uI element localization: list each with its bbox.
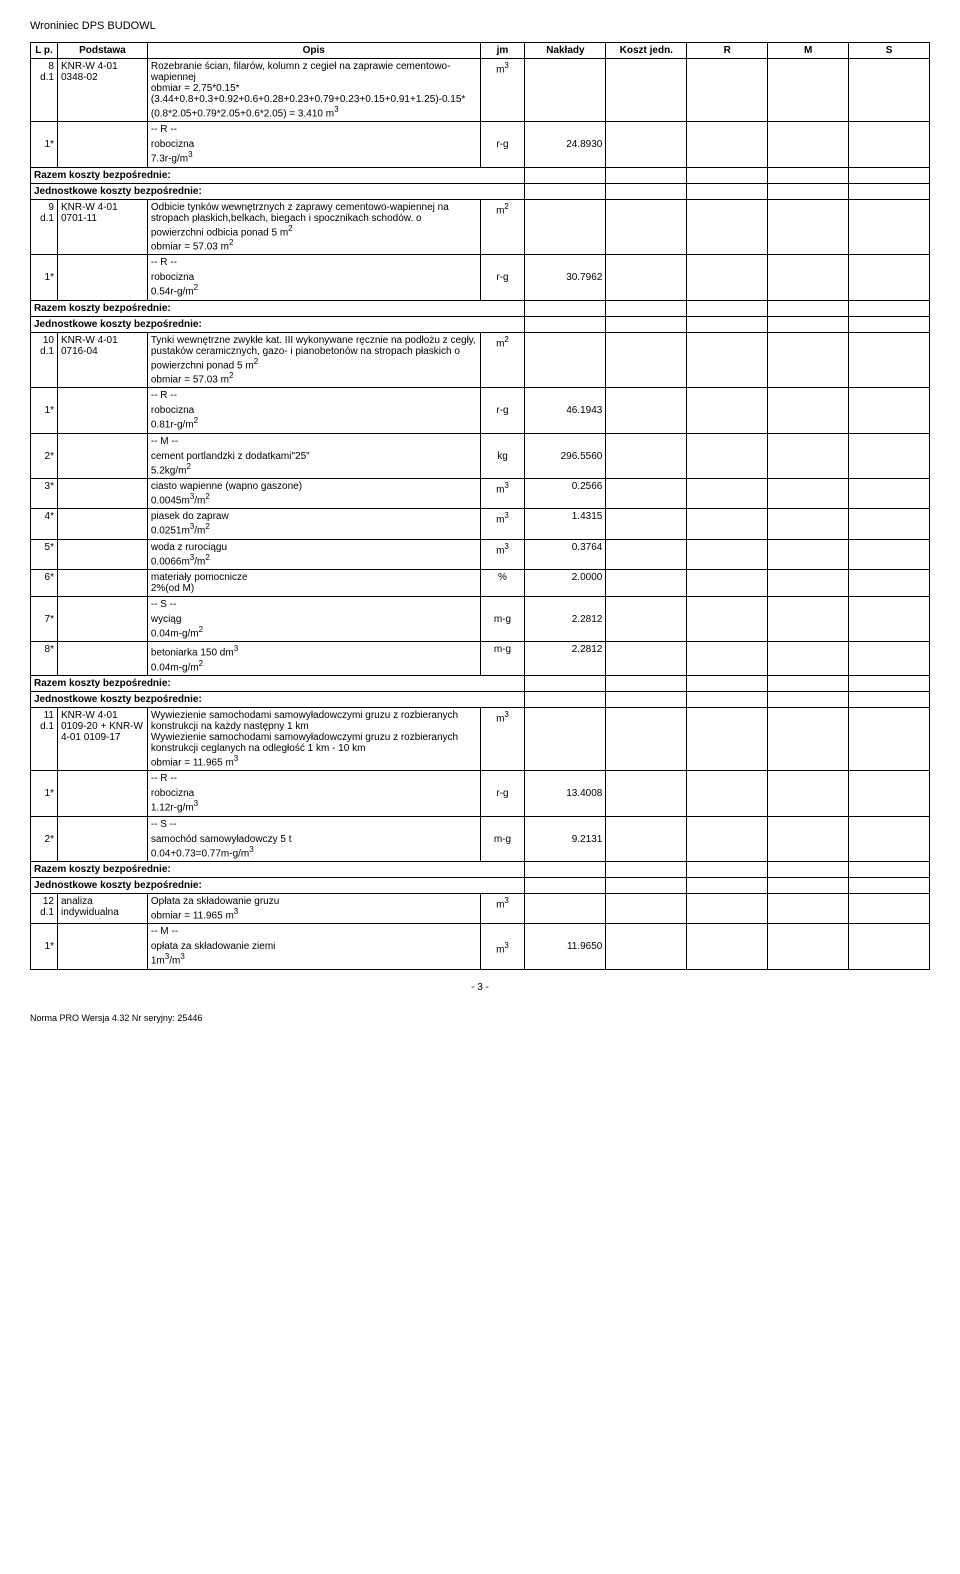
table-row: 1*robocizna7.3r-g/m3r-g24.8930 [31, 137, 930, 167]
table-row: 1*robocizna0.54r-g/m2r-g30.7962 [31, 270, 930, 300]
document-header: Wroniniec DPS BUDOWL [30, 20, 930, 32]
table-row: 10 d.1KNR-W 4-01 0716-04Tynki wewnętrzne… [31, 332, 930, 388]
table-row: 1*opłata za składowanie ziemi1m3/m3m311.… [31, 939, 930, 969]
summary-row: Jednostkowe koszty bezpośrednie: [31, 183, 930, 199]
table-row: 6*materiały pomocnicze2%(od M)%2.0000 [31, 569, 930, 596]
summary-row: Razem koszty bezpośrednie: [31, 167, 930, 183]
col-r: R [687, 43, 768, 59]
marker-row: -- R -- [31, 388, 930, 404]
table-row: 9 d.1KNR-W 4-01 0701-11Odbicie tynków we… [31, 199, 930, 255]
marker-row: -- R -- [31, 255, 930, 271]
table-body: 8 d.1KNR-W 4-01 0348-02Rozebranie ścian,… [31, 59, 930, 970]
col-koszt: Koszt jedn. [606, 43, 687, 59]
table-row: 2*cement portlandzki z dodatkami"25"5.2k… [31, 449, 930, 479]
marker-row: -- S -- [31, 596, 930, 612]
table-header-row: L p. Podstawa Opis jm Nakłady Koszt jedn… [31, 43, 930, 59]
table-row: 8 d.1KNR-W 4-01 0348-02Rozebranie ścian,… [31, 59, 930, 122]
marker-row: -- R -- [31, 771, 930, 787]
summary-row: Razem koszty bezpośrednie: [31, 861, 930, 877]
marker-row: -- M -- [31, 924, 930, 940]
table-row: 5*woda z rurociągu0.0066m3/m2m30.3764 [31, 539, 930, 569]
summary-row: Jednostkowe koszty bezpośrednie: [31, 691, 930, 707]
table-row: 1*robocizna0.81r-g/m2r-g46.1943 [31, 403, 930, 433]
col-opis: Opis [147, 43, 480, 59]
summary-row: Jednostkowe koszty bezpośrednie: [31, 316, 930, 332]
table-row: 12 d.1analiza indywidualnaOpłata za skła… [31, 893, 930, 923]
table-row: 7*wyciąg0.04m-g/m2m-g2.2812 [31, 612, 930, 642]
marker-row: -- M -- [31, 433, 930, 449]
table-row: 1*robocizna1.12r-g/m3r-g13.4008 [31, 786, 930, 816]
page-number: - 3 - [30, 982, 930, 993]
col-naklady: Nakłady [525, 43, 606, 59]
col-lp: L p. [31, 43, 58, 59]
table-row: 8*betoniarka 150 dm30.04m-g/m2m-g2.2812 [31, 642, 930, 676]
footer: Norma PRO Wersja 4.32 Nr seryjny: 25446 [30, 1013, 930, 1023]
summary-row: Jednostkowe koszty bezpośrednie: [31, 877, 930, 893]
marker-row: -- S -- [31, 816, 930, 832]
col-s: S [849, 43, 930, 59]
marker-row: -- R -- [31, 122, 930, 138]
col-m: M [768, 43, 849, 59]
table-row: 3*ciasto wapienne (wapno gaszone)0.0045m… [31, 478, 930, 508]
footer-text: Norma PRO Wersja 4.32 Nr seryjny: 25446 [30, 1013, 202, 1023]
summary-row: Razem koszty bezpośrednie: [31, 675, 930, 691]
cost-table: L p. Podstawa Opis jm Nakłady Koszt jedn… [30, 42, 930, 970]
table-row: 4*piasek do zapraw0.0251m3/m2m31.4315 [31, 509, 930, 539]
table-row: 11 d.1KNR-W 4-01 0109-20 + KNR-W 4-01 01… [31, 707, 930, 770]
col-podstawa: Podstawa [57, 43, 147, 59]
table-row: 2*samochód samowyładowczy 5 t0.04+0.73=0… [31, 832, 930, 862]
col-jm: jm [480, 43, 525, 59]
summary-row: Razem koszty bezpośrednie: [31, 300, 930, 316]
